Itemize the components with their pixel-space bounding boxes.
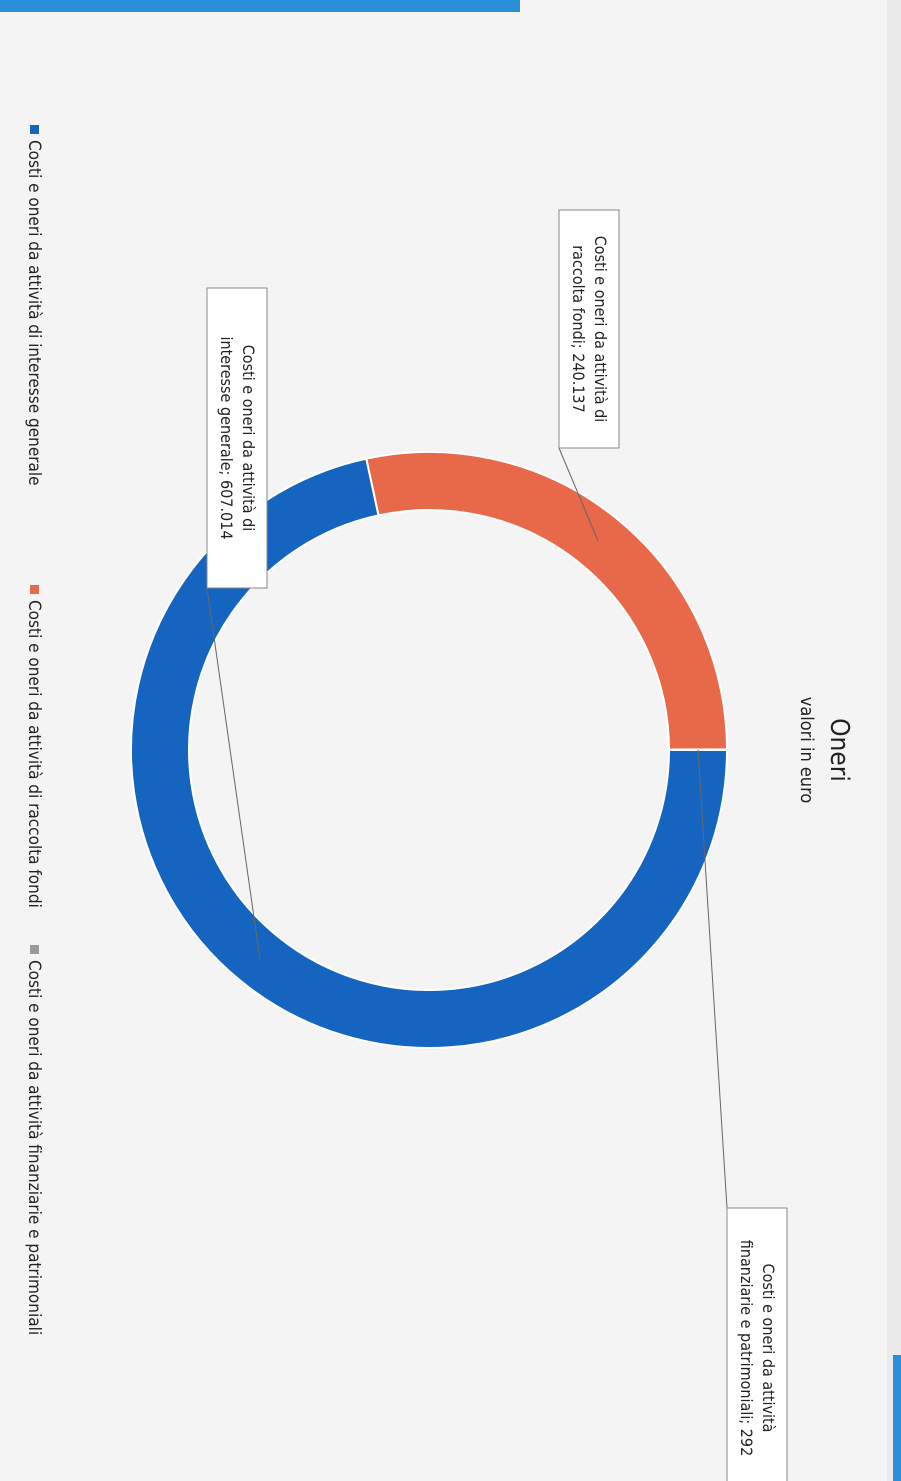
data-label-text: Costi e oneri da attività di (591, 236, 610, 423)
data-label-text: raccolta fondi; 240.137 (569, 245, 588, 412)
data-label-box (206, 287, 268, 589)
donut-slice (667, 748, 729, 751)
data-label-text: finanziarie e patrimoniali; 292 (737, 1240, 756, 1456)
leader-line (558, 447, 599, 541)
donut-slice (365, 451, 729, 751)
legend-swatch (30, 585, 39, 594)
leader-line (697, 749, 728, 1209)
leader-line (206, 587, 261, 960)
data-label-text: Costi e oneri da attività (759, 1264, 778, 1433)
chart-subtitle: valori in euro (796, 697, 817, 804)
legend-swatch (30, 125, 39, 134)
donut-slices (130, 451, 729, 1049)
data-label-text: interesse generale; 607.014 (217, 337, 236, 540)
legend-swatch (30, 945, 39, 954)
top-edge-bar (0, 0, 520, 12)
right-accent-bar (893, 1355, 901, 1481)
data-label-box (558, 209, 620, 449)
chart-legend: Costi e oneri da attività di interesse g… (24, 125, 44, 1335)
donut-slice (130, 457, 729, 1049)
chart-title: Oneri (824, 718, 854, 782)
legend-label: Costi e oneri da attività di interesse g… (24, 140, 44, 486)
data-label-text: Costi e oneri da attività di (239, 345, 258, 532)
data-label-box (726, 1207, 788, 1481)
legend-label: Costi e oneri da attività finanziarie e … (24, 960, 44, 1335)
legend-label: Costi e oneri da attività di raccolta fo… (24, 600, 44, 908)
label-leaders (206, 447, 728, 1209)
right-page-edge (887, 0, 901, 1481)
